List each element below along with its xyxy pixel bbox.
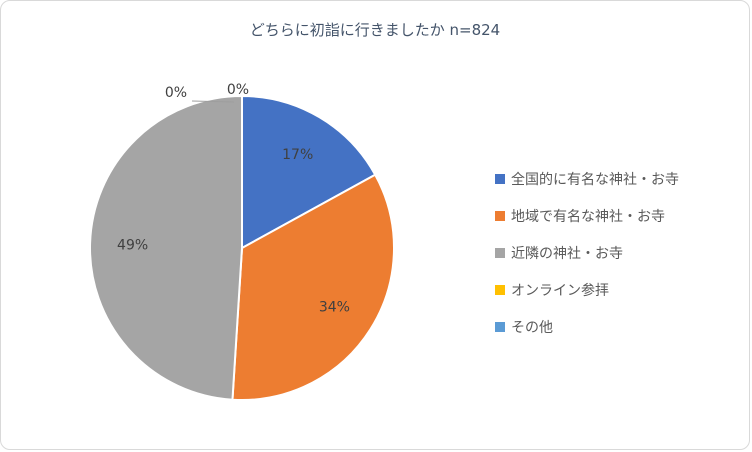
- legend-marker: [495, 173, 505, 184]
- legend-item-label: 近隣の神社・お寺: [511, 245, 623, 262]
- legend-item-label: オンライン参拝: [511, 282, 609, 299]
- data-label-2: 49%: [117, 238, 148, 254]
- data-label-1: 34%: [319, 300, 350, 316]
- legend-item: オンライン参拝: [495, 280, 679, 299]
- legend-item-label: その他: [511, 319, 553, 336]
- legend-marker: [495, 247, 505, 258]
- legend-marker: [495, 321, 505, 332]
- legend-item-label: 地域で有名な神社・お寺: [511, 208, 665, 225]
- data-label-3: 0%: [165, 85, 187, 101]
- legend-item: その他: [495, 317, 679, 336]
- legend-item-label: 全国的に有名な神社・お寺: [511, 171, 679, 188]
- pie-chart: 17% 34% 49% 0% 0%: [89, 82, 395, 401]
- leader-line: [191, 100, 235, 103]
- data-label-4: 0%: [227, 82, 249, 98]
- legend: 全国的に有名な神社・お寺 地域で有名な神社・お寺 近隣の神社・お寺 オンライン参拝 その…: [495, 169, 679, 354]
- pie-slice-1: [231, 173, 395, 401]
- pie-slice-2: [89, 94, 243, 401]
- legend-item: 地域で有名な神社・お寺: [495, 206, 679, 225]
- pie-slice-0: [241, 94, 377, 250]
- chart-title: どちらに初詣に行きましたか n=824: [249, 21, 501, 39]
- legend-item: 近隣の神社・お寺: [495, 243, 679, 262]
- data-label-0: 17%: [282, 147, 313, 163]
- legend-marker: [495, 210, 505, 221]
- legend-marker: [495, 284, 505, 295]
- legend-item: 全国的に有名な神社・お寺: [495, 169, 679, 188]
